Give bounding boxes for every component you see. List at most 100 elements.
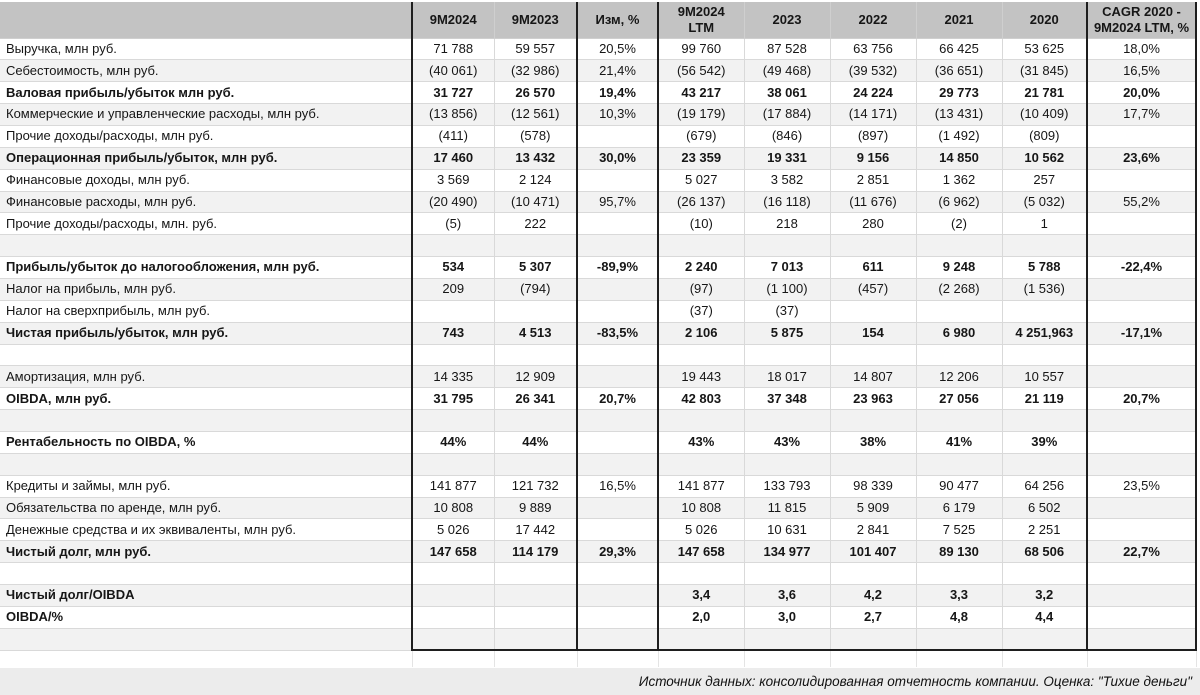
data-cell [743,627,831,652]
data-cell: (31 845) [1001,59,1088,83]
data-cell: (56 542) [657,59,745,83]
data-cell: 19 331 [743,146,831,170]
table-row: Прочие доходы/расходы, млн. руб. (5) 222 (1… [0,212,1197,236]
data-cell [1086,343,1197,367]
data-cell [915,299,1003,323]
data-cell: 534 [411,256,495,279]
data-cell: 2 841 [829,518,917,542]
row-label: Коммерческие и управленческие расходы, м… [0,103,413,126]
row-label: Рентабельность по OIBDA, % [0,430,413,454]
data-cell: 12 909 [493,365,578,389]
data-cell: 222 [493,212,578,236]
row-label: Налог на прибыль, млн руб. [0,277,413,301]
table-wrap: 9M2024 9M2023 Изм, % 9M2024 LTM 2023 2022 2021… [0,2,1197,668]
data-cell: 10 808 [657,496,745,520]
data-cell: 6 980 [915,321,1003,345]
data-cell: (5) [411,212,495,236]
empty-cell [493,649,578,668]
data-cell [1001,562,1088,585]
data-cell: 20,7% [1086,387,1197,411]
table-row: Чистый долг/OIBDA 3,4 3,6 4,2 3,3 3,2 [0,583,1197,607]
data-cell [829,234,917,258]
data-cell: 4 251,963 [1001,321,1088,345]
row-label: Прибыль/убыток до налогообложения, млн р… [0,256,413,279]
data-cell: 134 977 [743,540,831,564]
empty-cell [411,649,495,668]
data-cell [576,496,659,520]
data-cell: 11 815 [743,496,831,520]
data-cell [915,627,1003,652]
data-cell [1086,496,1197,520]
data-cell: 89 130 [915,540,1003,564]
financial-table: 9M2024 9M2023 Изм, % 9M2024 LTM 2023 2022 2021… [0,2,1197,668]
data-cell: 5 909 [829,496,917,520]
data-cell: 1 [1001,212,1088,236]
column-header: CAGR 2020 - 9M2024 LTM, % [1086,2,1197,39]
table-row: Прибыль/убыток до налогообложения, млн р… [0,256,1197,279]
data-cell: (2 268) [915,277,1003,301]
data-cell [411,605,495,629]
data-cell: 90 477 [915,474,1003,498]
data-cell: 154 [829,321,917,345]
data-cell [493,452,578,476]
data-cell [576,430,659,454]
data-cell [829,562,917,585]
row-label: OIBDA/% [0,605,413,629]
row-label: Прочие доходы/расходы, млн руб. [0,124,413,148]
data-cell: (578) [493,124,578,148]
data-cell: 17 442 [493,518,578,542]
data-cell [411,583,495,607]
data-cell: 16,5% [576,474,659,498]
data-cell [411,299,495,323]
row-label: Выручка, млн руб. [0,37,413,61]
data-cell: (1 492) [915,124,1003,148]
row-label: Чистая прибыль/убыток, млн руб. [0,321,413,345]
data-cell: (16 118) [743,190,831,214]
data-cell [411,409,495,432]
bottom-spacer [0,667,1200,668]
table-row: Операционная прибыль/убыток, млн руб. 17 … [0,146,1197,170]
data-cell: 9 889 [493,496,578,520]
table-row: Амортизация, млн руб. 14 335 12 909 19 443 1… [0,365,1197,389]
data-cell: 6 179 [915,496,1003,520]
data-cell [1086,409,1197,432]
data-cell: 7 013 [743,256,831,279]
data-cell [743,452,831,476]
data-cell: 18,0% [1086,37,1197,61]
data-cell: 20,5% [576,37,659,61]
data-cell [576,299,659,323]
row-label: OIBDA, млн руб. [0,387,413,411]
data-cell [576,452,659,476]
data-cell [576,234,659,258]
data-cell [1001,627,1088,652]
data-cell: 29 773 [915,81,1003,105]
data-cell [493,343,578,367]
data-cell: 53 625 [1001,37,1088,61]
table-row: Чистый долг, млн руб. 147 658 114 179 29,3%… [0,540,1197,564]
data-cell: 3 582 [743,168,831,192]
data-cell [493,299,578,323]
data-cell: 14 335 [411,365,495,389]
data-cell: 5 788 [1001,256,1088,279]
source-note: Источник данных: консолидированная отчет… [638,674,1192,689]
data-cell [915,562,1003,585]
data-cell: 3,2 [1001,583,1088,607]
header-row: 9M2024 9M2023 Изм, % 9M2024 LTM 2023 2022 2021… [0,2,1197,39]
row-label: Чистый долг/OIBDA [0,583,413,607]
data-cell [1086,124,1197,148]
data-cell: 147 658 [657,540,745,564]
data-cell: 19 443 [657,365,745,389]
data-cell: (12 561) [493,103,578,126]
data-cell [657,562,745,585]
row-label: Амортизация, млн руб. [0,365,413,389]
data-cell: -22,4% [1086,256,1197,279]
data-cell: 26 341 [493,387,578,411]
data-cell: 5 026 [657,518,745,542]
data-cell: 20,0% [1086,81,1197,105]
below-table-row [0,649,1197,668]
data-cell: (49 468) [743,59,831,83]
data-cell: 87 528 [743,37,831,61]
data-cell: 26 570 [493,81,578,105]
data-cell: 10 562 [1001,146,1088,170]
